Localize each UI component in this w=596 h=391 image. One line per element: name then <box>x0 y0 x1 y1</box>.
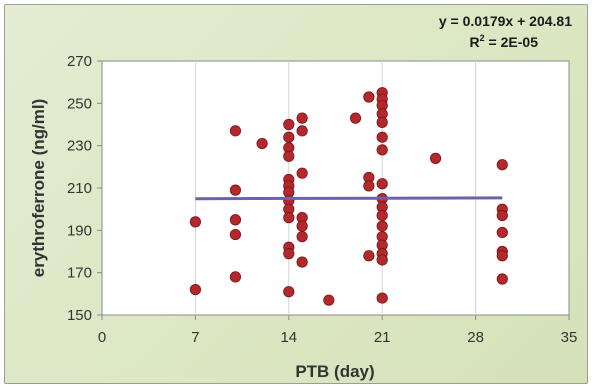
data-point <box>229 228 242 241</box>
data-point <box>229 214 242 226</box>
x-axis-title: PTB (day) <box>295 362 374 381</box>
data-point <box>376 131 388 143</box>
data-point <box>283 131 295 143</box>
y-axis-title: erythroferrone (ng/ml) <box>29 99 48 278</box>
data-point <box>283 212 295 224</box>
data-point <box>496 209 508 222</box>
trendline-equation: y = 0.0179x + 204.81 <box>439 13 572 29</box>
data-point <box>429 152 442 164</box>
data-point <box>496 250 508 262</box>
data-point <box>296 125 308 137</box>
data-point <box>323 294 335 306</box>
data-point <box>189 216 201 228</box>
data-point <box>376 116 388 128</box>
y-axis-ticks: 150 170 190 210 230 250 270 <box>67 53 102 324</box>
data-point <box>376 209 388 222</box>
data-point <box>496 159 508 171</box>
data-point <box>256 137 268 150</box>
data-point <box>376 144 388 156</box>
x-tick-label: 28 <box>467 329 484 346</box>
data-point <box>296 112 308 124</box>
x-axis-ticks: 0 7 14 21 28 35 <box>98 315 578 346</box>
trendline-group <box>195 196 503 201</box>
x-tick-label: 35 <box>561 329 578 346</box>
data-point <box>376 178 388 190</box>
y-tick-label: 230 <box>67 138 92 155</box>
y-tick-label: 250 <box>67 95 92 112</box>
data-point <box>229 125 242 137</box>
data-point <box>283 118 295 131</box>
data-point <box>363 180 375 192</box>
data-point <box>496 226 508 239</box>
equation-box: y = 0.0179x + 204.81 R2 = 2E-05 <box>439 13 572 50</box>
data-point <box>296 231 308 243</box>
data-points <box>189 87 508 306</box>
data-point <box>376 292 388 304</box>
data-point <box>376 254 388 266</box>
r-squared-label: R2 = 2E-05 <box>470 33 539 50</box>
data-point <box>376 220 388 232</box>
x-tick-label: 21 <box>374 329 391 346</box>
data-point <box>363 91 375 103</box>
data-point <box>349 112 362 124</box>
x-tick-label: 7 <box>191 329 199 346</box>
data-point <box>296 256 308 268</box>
trendline <box>195 196 503 201</box>
y-tick-label: 190 <box>67 222 92 239</box>
data-point <box>296 167 308 179</box>
y-tick-label: 170 <box>67 265 92 282</box>
data-point <box>283 286 295 298</box>
y-tick-label: 210 <box>67 180 92 197</box>
x-tick-label: 0 <box>98 329 106 346</box>
data-point <box>363 250 375 262</box>
y-tick-label: 270 <box>67 53 92 70</box>
data-point <box>296 220 308 232</box>
data-point <box>496 273 508 285</box>
data-point <box>283 150 295 162</box>
data-point <box>229 271 242 283</box>
y-tick-label: 150 <box>67 307 92 324</box>
x-tick-label: 14 <box>280 329 297 346</box>
data-point <box>229 184 242 196</box>
data-point <box>283 248 295 260</box>
data-point <box>189 283 201 296</box>
plot-area <box>101 60 570 316</box>
